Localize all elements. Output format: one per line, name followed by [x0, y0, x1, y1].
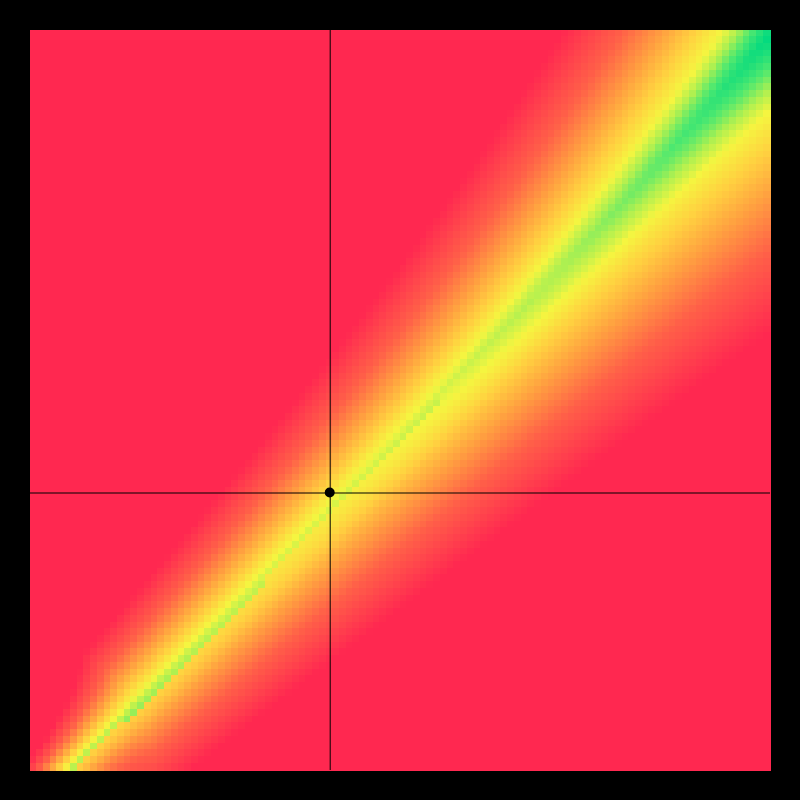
bottleneck-heatmap-canvas	[0, 0, 800, 800]
chart-container: TheBottleneck.com	[0, 0, 800, 800]
